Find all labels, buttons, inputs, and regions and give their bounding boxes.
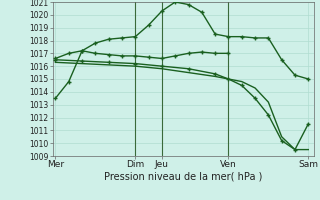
X-axis label: Pression niveau de la mer( hPa ): Pression niveau de la mer( hPa ) [104,172,262,182]
